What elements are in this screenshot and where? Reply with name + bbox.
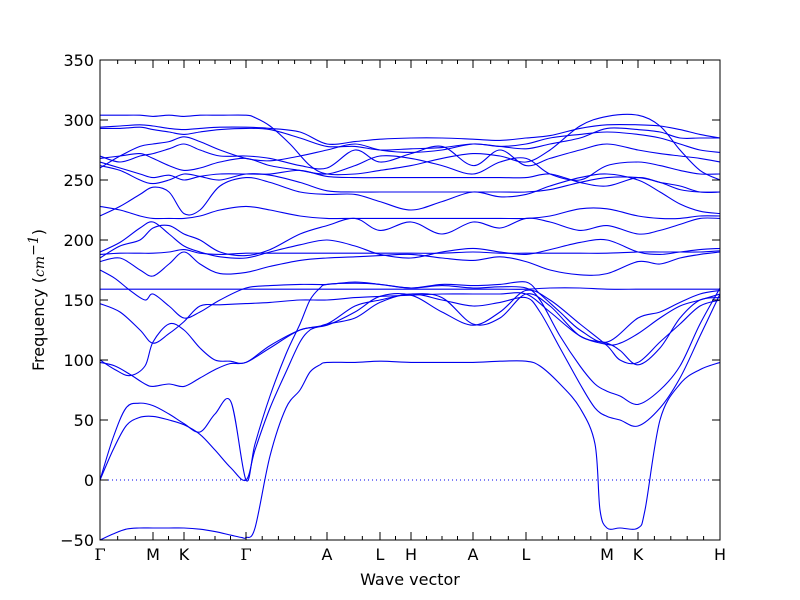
band-line-18 xyxy=(100,143,720,170)
x-tick-label: Γ xyxy=(240,545,251,564)
band-line-12 xyxy=(100,217,720,259)
band-line-16 xyxy=(100,161,720,193)
band-line-15 xyxy=(100,165,720,193)
band-line-20 xyxy=(100,126,720,151)
y-tick-label: 250 xyxy=(63,171,94,190)
y-tick-label: −50 xyxy=(60,531,94,550)
band-line-6 xyxy=(100,292,720,346)
x-tick-label: K xyxy=(633,545,644,564)
band-line-10 xyxy=(100,249,720,255)
band-line-13 xyxy=(100,205,720,220)
y-tick-label: 300 xyxy=(63,111,94,130)
x-axis-label: Wave vector xyxy=(360,570,460,589)
y-tick-labels: −50 0 50 100 150 200 250 300 350 xyxy=(60,51,94,550)
band-line-11 xyxy=(100,221,720,259)
y-axis-unit: cm xyxy=(32,256,48,277)
x-tick-label: Γ xyxy=(94,545,105,564)
band-line-22 xyxy=(100,113,720,181)
y-tick-label: 0 xyxy=(84,471,94,490)
y-axis-label-text: Frequency xyxy=(29,288,48,371)
x-tick-label: A xyxy=(322,545,333,564)
band-line-21 xyxy=(100,123,720,145)
band-line-9 xyxy=(100,251,720,277)
x-tick-label: M xyxy=(146,545,160,564)
y-tick-label: 50 xyxy=(74,411,94,430)
y-tick-label: 350 xyxy=(63,51,94,70)
phonon-bands xyxy=(100,113,720,540)
band-line-4 xyxy=(100,289,720,388)
y-tick-label: 100 xyxy=(63,351,94,370)
x-tick-label: L xyxy=(522,545,531,564)
y-tick-label: 200 xyxy=(63,231,94,250)
x-tick-label: K xyxy=(179,545,190,564)
x-tick-label: A xyxy=(468,545,479,564)
y-tick-label: 150 xyxy=(63,291,94,310)
x-tick-label: H xyxy=(714,545,726,564)
band-line-5 xyxy=(100,293,720,377)
x-tick-label: H xyxy=(405,545,417,564)
band-line-17 xyxy=(100,153,720,181)
y-axis-label: Frequency (cm−1) xyxy=(26,229,48,371)
band-line-2 xyxy=(100,293,720,482)
x-tick-label: M xyxy=(600,545,614,564)
y-axis-unit-exponent: −1 xyxy=(26,235,42,256)
band-line-7 xyxy=(100,269,720,343)
plot-frame xyxy=(99,59,721,541)
x-tick-label: L xyxy=(376,545,385,564)
band-line-8 xyxy=(100,287,720,290)
band-line-1 xyxy=(100,360,720,540)
